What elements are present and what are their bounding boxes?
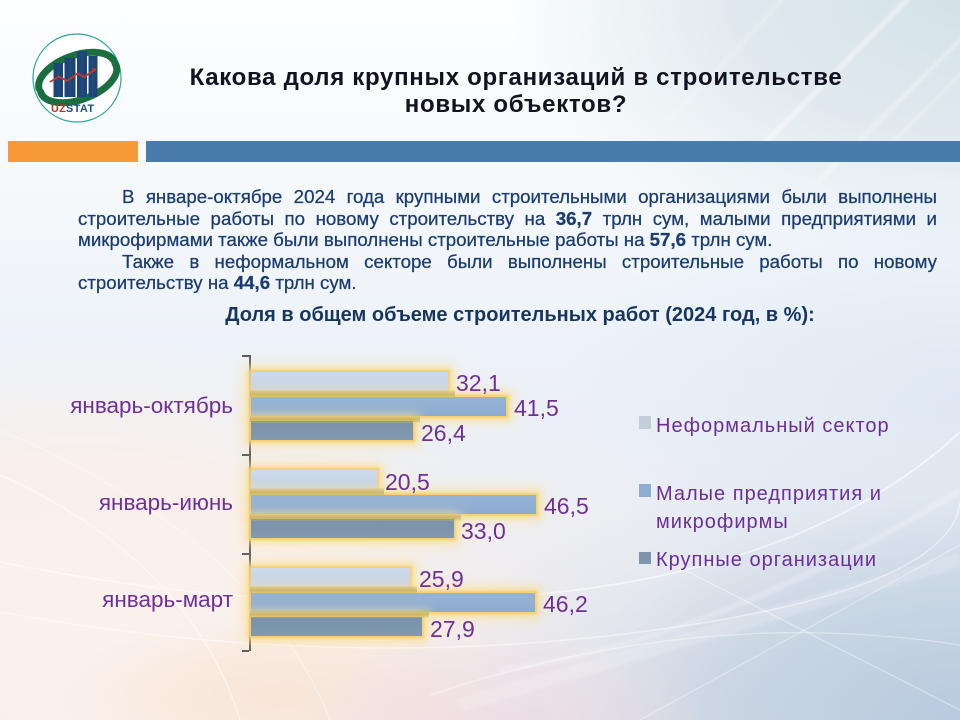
svg-text:STAT: STAT	[66, 103, 95, 115]
svg-text:UZ: UZ	[51, 103, 66, 115]
